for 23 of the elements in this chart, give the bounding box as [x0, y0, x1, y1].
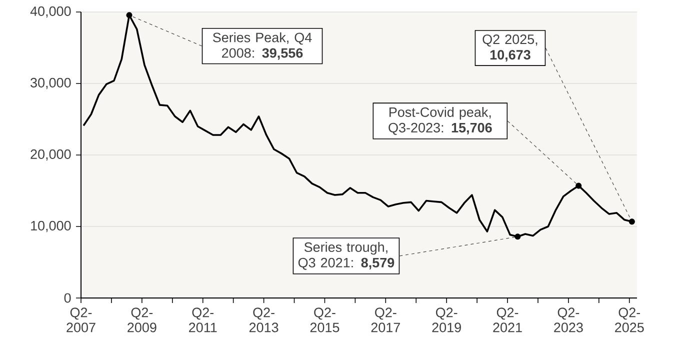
x-tick-label: Q2-2023 [554, 308, 583, 332]
x-tick-label: Q2-2019 [432, 308, 461, 332]
point [126, 12, 132, 18]
x-tick-label: Q2-2007 [66, 308, 96, 332]
x-tick-label: Q2-2015 [310, 308, 340, 332]
y-tick-label: 10,000 [31, 220, 71, 232]
x-tick-label: Q2-2009 [128, 308, 156, 332]
y-tick-label: 40,000 [30, 6, 71, 18]
point [628, 218, 635, 225]
x-tick-label: Q2-2011 [189, 308, 217, 332]
x-tick-label: Q2-2017 [371, 308, 400, 332]
y-tick-label: 30,000 [30, 78, 71, 90]
annotation: Q2 2025, 10,673 [482, 34, 538, 62]
y-tick-label: 20,000 [30, 149, 71, 161]
point [514, 234, 521, 240]
x-tick-label: Q2-2013 [249, 308, 278, 332]
x-tick-label: Q2-2025 [615, 308, 644, 332]
annotation: Series trough, Q3 2021: 8,579 [298, 242, 394, 270]
y-tick-label: 0 [64, 293, 71, 303]
x-tick-label: Q2-2021 [493, 308, 522, 332]
annotation: Series Peak, Q4 2008: 39,556 [212, 32, 312, 60]
point [576, 182, 582, 189]
annotation: Post-Covid peak, Q3-2023: 15,706 [388, 107, 492, 135]
